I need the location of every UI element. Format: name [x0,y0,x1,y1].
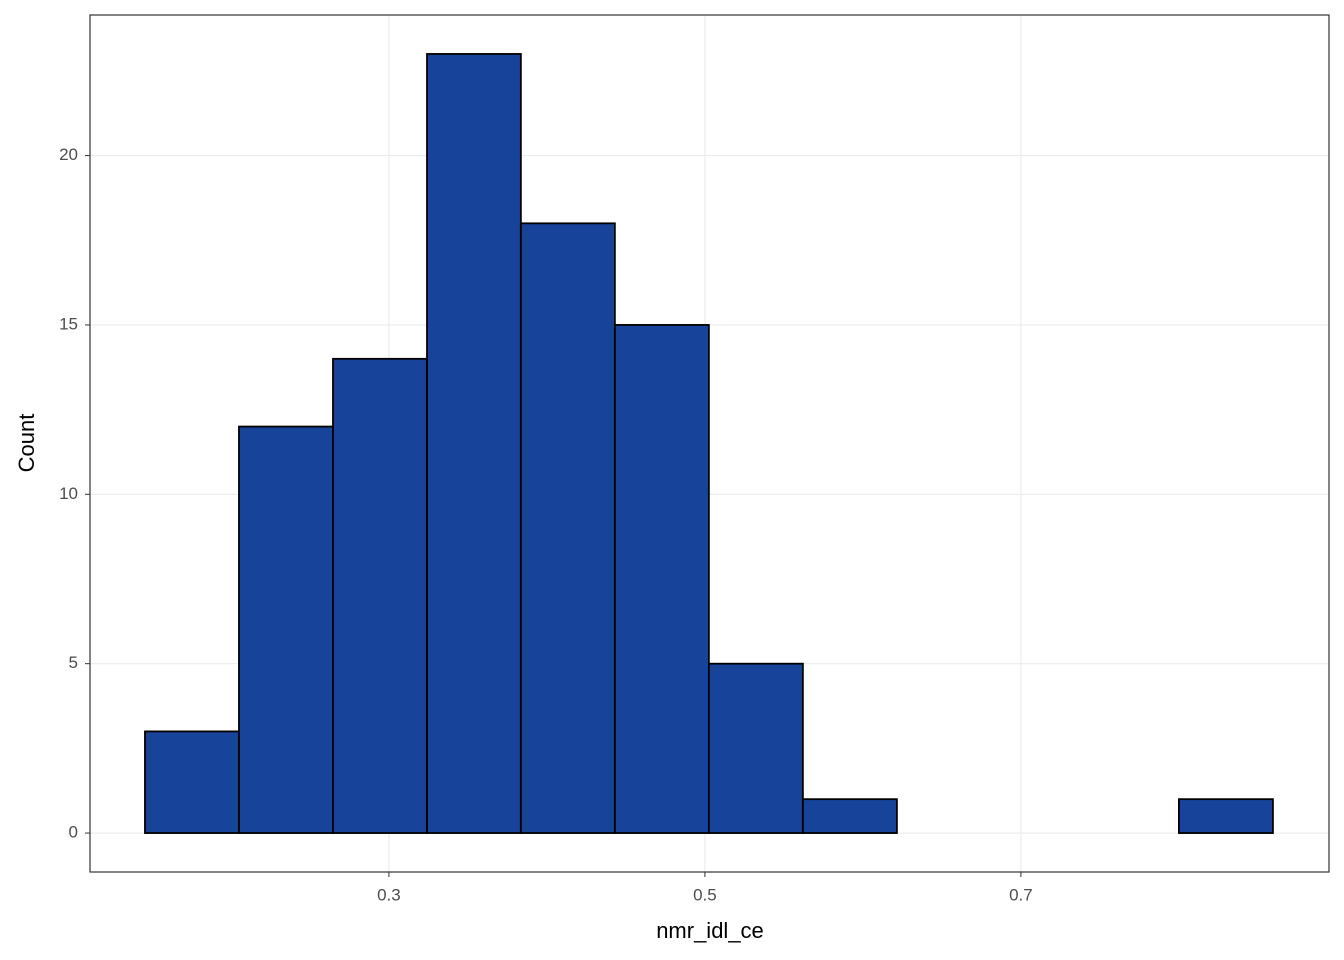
bar [801,798,898,834]
x-tick-label: 0.7 [1009,885,1033,904]
bar [707,662,804,834]
y-tick-label: 10 [59,484,78,503]
bar [613,324,710,834]
y-tick-label: 0 [69,823,78,842]
y-tick-label: 20 [59,145,78,164]
y-tick-label: 5 [69,653,78,672]
bar [519,222,616,834]
bar [1178,798,1274,834]
plot-border [89,14,1330,873]
x-tick-label: 0.3 [377,885,401,904]
bar [426,53,522,834]
y-axis-title: Count [14,414,39,473]
bar [144,730,240,834]
bar [238,425,334,834]
x-tick-label: 0.5 [693,885,717,904]
x-axis-title: nmr_idl_ce [656,918,764,943]
bar [332,357,428,834]
y-tick-label: 15 [59,314,78,333]
